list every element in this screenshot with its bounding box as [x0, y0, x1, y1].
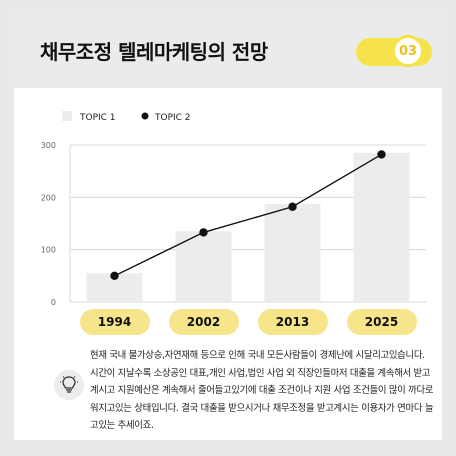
y-tick-label: 200	[41, 193, 56, 202]
legend-label-topic-1: TOPIC 1	[79, 113, 116, 123]
page-title: 채무조정 텔레마케팅의 전망	[40, 40, 268, 64]
description-text: 현재 국내 물가상승,자연재해 등으로 인해 국내 모든사람들이 경제난에 시달…	[90, 350, 434, 432]
infographic-card: 채무조정 텔레마케팅의 전망 03 0 100 200 300 TOPIC 1 TOPIC…	[14, 10, 442, 440]
legend-marker-topic-2	[141, 112, 149, 120]
bar	[264, 204, 321, 302]
series-line	[114, 153, 382, 277]
x-tick-label: 2013	[257, 309, 328, 335]
x-tick-label: 2002	[168, 309, 239, 335]
section-number-badge: 03	[392, 35, 424, 67]
lightbulb-icon	[54, 370, 84, 400]
line-point	[110, 271, 119, 281]
x-tick-label: 2025	[346, 309, 417, 335]
y-tick-label: 100	[41, 246, 56, 255]
y-tick-label: 0	[51, 298, 56, 307]
line-point	[199, 228, 208, 237]
bar	[353, 152, 410, 302]
line-point	[377, 150, 386, 159]
header-bar: 채무조정 텔레마케팅의 전망 03	[14, 10, 442, 88]
bar	[175, 231, 232, 302]
y-tick-label: 300	[41, 141, 56, 150]
line-point	[288, 202, 297, 211]
x-tick-label: 1994	[79, 309, 150, 335]
legend-label-topic-2: TOPIC 2	[154, 113, 191, 123]
legend-swatch-topic-1	[62, 111, 72, 121]
bar-line-chart: 0 100 200 300 TOPIC 1 TOPIC 2	[41, 111, 426, 307]
